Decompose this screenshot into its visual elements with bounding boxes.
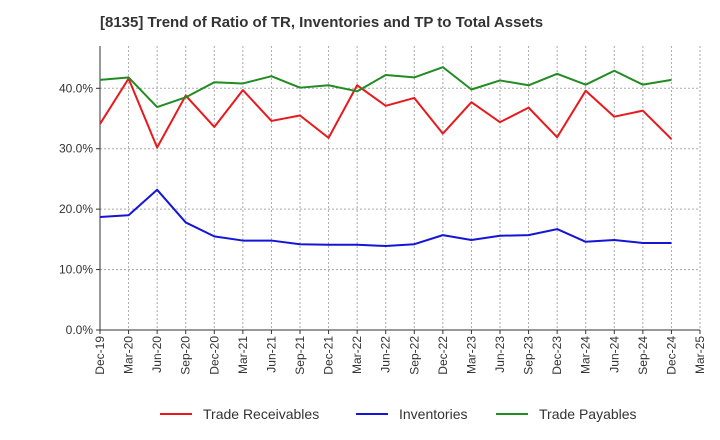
legend-label-trade-payables: Trade Payables: [539, 406, 637, 422]
y-tick-label: 40.0%: [59, 81, 93, 95]
x-tick-label: Dec-20: [207, 336, 221, 375]
inventories-line: [99, 188, 672, 248]
x-tick-label: Sep-23: [522, 336, 536, 375]
chart-title: [8135] Trend of Ratio of TR, Inventories…: [100, 14, 544, 31]
x-tick-label: Sep-20: [179, 336, 193, 375]
x-tick-label: Mar-20: [122, 336, 136, 374]
y-tick-label: 0.0%: [66, 323, 94, 337]
x-tick-label: Sep-22: [407, 336, 421, 375]
x-tick-label: Mar-21: [236, 336, 250, 374]
x-tick-label: Dec-19: [93, 336, 107, 375]
x-tick-label: Sep-24: [636, 336, 650, 375]
x-tick-label: Mar-22: [350, 336, 364, 374]
x-tick-label: Dec-24: [664, 336, 678, 375]
x-tick-label: Sep-21: [293, 336, 307, 375]
x-tick-label: Jun-24: [607, 336, 621, 373]
y-tick-label: 10.0%: [59, 263, 93, 277]
legend-label-trade-receivables: Trade Receivables: [203, 406, 319, 422]
x-tick-label: Dec-22: [436, 336, 450, 375]
x-tick-label: Jun-22: [379, 336, 393, 373]
y-tick-label: 20.0%: [59, 202, 93, 216]
x-tick-label: Jun-21: [264, 336, 278, 373]
x-tick-label: Mar-25: [693, 336, 707, 374]
legend-label-inventories: Inventories: [399, 406, 467, 422]
y-tick-label: 30.0%: [59, 142, 93, 156]
x-tick-label: Dec-21: [322, 336, 336, 375]
x-tick-label: Mar-23: [464, 336, 478, 374]
x-tick-label: Jun-20: [150, 336, 164, 373]
x-tick-label: Jun-23: [493, 336, 507, 373]
x-tick-label: Dec-23: [550, 336, 564, 375]
trade-payables-line: [99, 66, 672, 109]
x-tick-label: Mar-24: [579, 336, 593, 374]
trade-receivables-line: [99, 77, 673, 149]
